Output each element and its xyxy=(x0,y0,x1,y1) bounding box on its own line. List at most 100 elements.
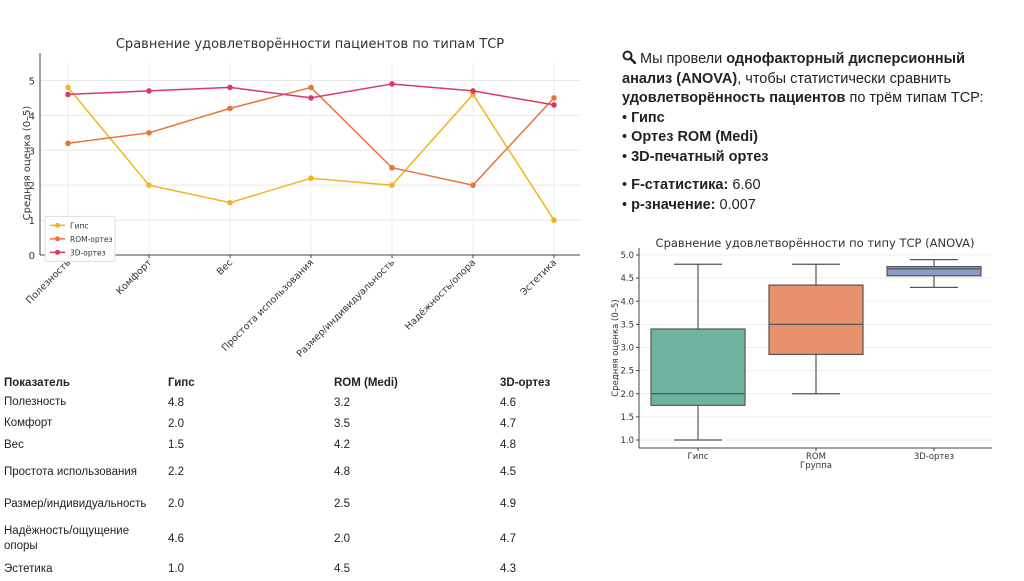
data-point xyxy=(551,217,557,223)
bullet-item: • Гипс xyxy=(622,109,665,126)
data-point xyxy=(227,105,233,112)
table-cell-value: 4.6 xyxy=(168,532,184,545)
data-point xyxy=(470,88,476,94)
box-chart-title: Сравнение удовлетворённости по типу ТСР … xyxy=(656,236,975,250)
table-cell-value: 4.2 xyxy=(334,439,350,451)
table-cell-metric: Размер/индивидуальность xyxy=(4,497,147,510)
y-tick-label: 1.5 xyxy=(620,413,634,423)
scores-table: Показатель Гипс ROM (Medi) 3D-ортез Поле… xyxy=(4,374,594,581)
table-row: Вес 1.5 4.2 4.8 xyxy=(4,434,594,456)
box-rect xyxy=(650,328,746,406)
legend-marker xyxy=(55,249,60,255)
x-tick-label: Размер/индивидуальность xyxy=(295,257,398,360)
y-tick-label: 2.0 xyxy=(620,390,634,400)
table-row: Размер/индивидуальность 2.0 2.5 4.9 xyxy=(4,488,594,520)
table-cell-value: 4.7 xyxy=(500,417,516,430)
legend-box xyxy=(44,215,116,262)
y-tick-label: 5 xyxy=(29,76,35,87)
data-point xyxy=(551,95,557,101)
x-tick-label: Комфорт xyxy=(114,257,154,297)
table-cell-metric: Простота использования xyxy=(4,465,137,478)
x-tick-label: Гипс xyxy=(688,452,709,462)
legend-marker xyxy=(55,236,60,242)
x-tick-label: Эстетика xyxy=(518,257,559,298)
table-cell-value: 4.6 xyxy=(500,396,516,409)
legend-label: 3D-ортез xyxy=(70,248,106,257)
table-cell-value: 4.8 xyxy=(334,466,350,478)
legend-marker xyxy=(55,222,60,228)
anova-info: Мы провели однофакторный дисперсионный а… xyxy=(622,50,1012,215)
x-tick-label: Простота использования xyxy=(220,257,316,353)
y-tick-label: 1.0 xyxy=(620,436,634,446)
y-tick-label: 4 xyxy=(29,111,35,122)
x-tick-label: ROM xyxy=(806,452,826,462)
y-tick-label: 4.5 xyxy=(620,274,634,284)
data-point xyxy=(551,102,557,108)
x-tick-label: Полезность xyxy=(24,257,73,306)
table-cell-value: 3.5 xyxy=(334,417,350,430)
data-point xyxy=(65,91,71,98)
table-cell-value: 2.0 xyxy=(334,532,350,545)
data-point xyxy=(389,81,395,87)
table-cell-value: 4.5 xyxy=(500,466,516,478)
line-chart-legend: Гипс ROM-ортез 3D-ортез xyxy=(44,215,116,262)
x-tick-label: Вес xyxy=(215,257,235,277)
line-chart-ylabel: Средняя оценка (0–5) xyxy=(22,106,33,221)
table-cell-metric: Полезность xyxy=(4,396,67,408)
table-cell-value: 4.3 xyxy=(500,563,516,575)
bullet-item: • 3D-печатный ортез xyxy=(622,148,769,165)
data-point xyxy=(65,140,71,147)
table-cell-value: 4.9 xyxy=(500,498,516,510)
y-tick-label: 2 xyxy=(29,181,35,192)
table-cell-value: 1.5 xyxy=(168,439,184,451)
legend-label: ROM-ортез xyxy=(70,235,113,244)
data-point xyxy=(65,84,71,91)
box-rect xyxy=(768,284,864,356)
data-point xyxy=(146,130,152,136)
table-cell-value: 2.0 xyxy=(168,417,184,430)
data-point xyxy=(470,182,476,188)
table-cell-value: 4.8 xyxy=(168,396,184,409)
data-point xyxy=(308,84,314,91)
box-chart: Сравнение удовлетворённости по типу ТСР … xyxy=(611,236,992,471)
box-0 xyxy=(650,263,746,441)
p-value: • p-значение: 0.007 xyxy=(622,196,756,213)
table-header: Показатель Гипс ROM (Medi) 3D-ортез xyxy=(4,377,551,389)
table-row: Эстетика 1.0 4.5 4.3 xyxy=(4,557,594,581)
line-chart: Сравнение удовлетворённости пациентов по… xyxy=(22,37,580,360)
table-cell-value: 2.2 xyxy=(168,466,184,478)
data-point xyxy=(389,182,395,188)
table-cell-value: 4.7 xyxy=(500,532,516,545)
f-statistic: • F-статистика: 6.60 xyxy=(622,177,761,193)
data-point xyxy=(227,84,233,91)
magnifier-icon xyxy=(622,50,637,67)
y-tick-label: 3.5 xyxy=(620,320,634,330)
table-row: Комфорт 2.0 3.5 4.7 xyxy=(4,413,594,434)
table-cell-value: 4.5 xyxy=(334,563,350,575)
table-cell-value: 3.2 xyxy=(334,396,350,409)
y-tick-label: 3 xyxy=(29,146,35,157)
table-row: Надёжность/ощущение опоры 4.6 2.0 4.7 xyxy=(4,520,594,557)
box-chart-ylabel: Средняя оценка (0–5) xyxy=(611,299,621,396)
table-cell-metric: Надёжность/ощущение опоры xyxy=(4,524,130,552)
y-tick-label: 5.0 xyxy=(620,251,634,261)
box-rect xyxy=(886,265,982,277)
x-tick-label: 3D-ортез xyxy=(914,452,955,462)
table-cell-value: 1.0 xyxy=(168,563,184,575)
y-tick-label: 2.5 xyxy=(620,367,634,377)
x-tick-label: Надёжность/опора xyxy=(403,257,478,332)
table-row: Полезность 4.8 3.2 4.6 xyxy=(4,392,594,413)
data-point xyxy=(146,88,152,94)
table-cell-value: 2.0 xyxy=(168,498,184,510)
legend-label: Гипс xyxy=(70,221,88,230)
table-cell-metric: Комфорт xyxy=(4,417,53,429)
table-row: Простота использования 2.2 4.8 4.5 xyxy=(4,456,594,488)
data-point xyxy=(146,182,152,188)
table-cell-metric: Вес xyxy=(4,438,24,451)
data-point xyxy=(389,164,395,171)
data-point xyxy=(308,175,314,181)
anova-intro: Мы провели однофакторный дисперсионный а… xyxy=(622,50,984,106)
box-1 xyxy=(768,263,864,395)
data-point xyxy=(227,199,233,206)
table-cell-value: 4.8 xyxy=(500,439,516,451)
